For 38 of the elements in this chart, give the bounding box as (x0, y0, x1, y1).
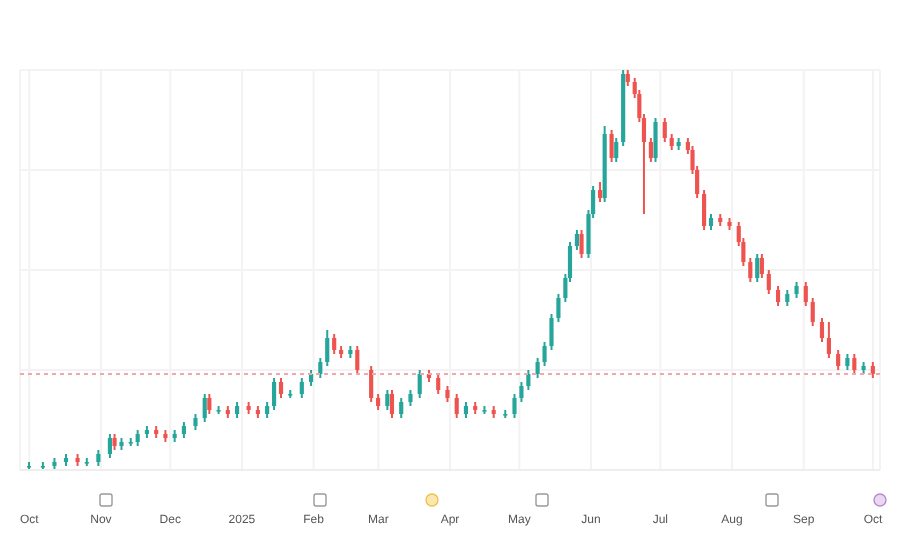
candlestick (759, 253, 764, 279)
candlestick (207, 393, 212, 415)
candlestick (748, 257, 753, 283)
candlestick (609, 129, 614, 163)
candlestick (399, 397, 404, 419)
candlestick (574, 229, 579, 251)
candlestick (107, 433, 113, 459)
candlestick (299, 377, 304, 399)
candlestick (653, 117, 658, 163)
candlestick (579, 229, 584, 259)
candlestick (202, 393, 207, 423)
candlestick (775, 285, 781, 307)
candlestick (271, 377, 277, 411)
candlestick (819, 317, 825, 343)
candlestick (810, 297, 815, 327)
candlestick (526, 369, 531, 391)
candlestick (701, 189, 707, 231)
candlestick (332, 333, 337, 355)
candlestick (355, 345, 360, 375)
candlestick (417, 369, 422, 399)
candlestick (278, 377, 284, 399)
candlestick (369, 365, 374, 403)
candlestick (325, 329, 330, 367)
candlestick (436, 373, 441, 395)
candlestick (826, 321, 831, 359)
candlestick (755, 253, 760, 283)
candlestick (318, 357, 323, 379)
candlestick (852, 353, 857, 375)
candlestick (597, 181, 603, 203)
candlestick (766, 269, 771, 295)
candlestick (454, 393, 459, 419)
candlestick (614, 137, 619, 163)
candlestick (389, 389, 395, 419)
candlestick (385, 389, 390, 411)
candlestick (836, 349, 841, 371)
candlestick (662, 117, 667, 143)
candlestick (803, 281, 808, 307)
candlestick (648, 137, 653, 163)
